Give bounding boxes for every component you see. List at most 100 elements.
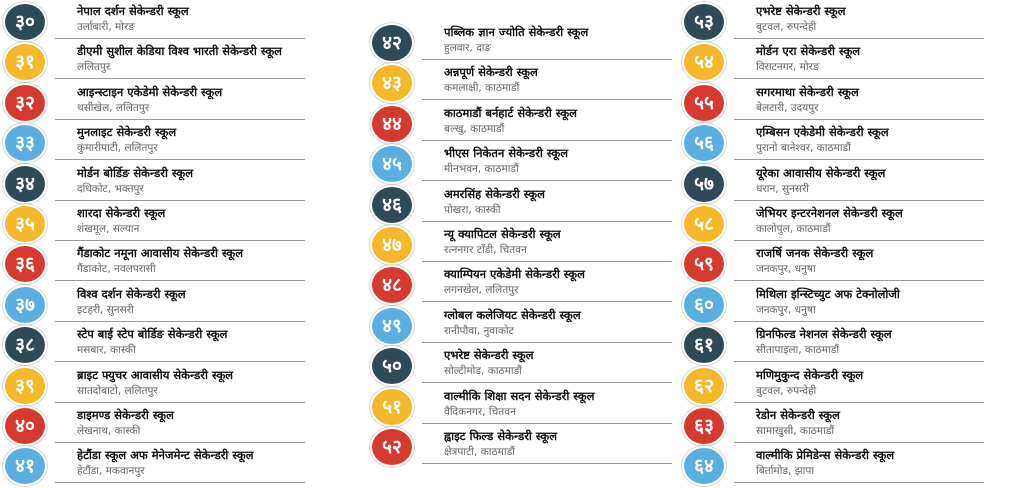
rank-badge: ४२	[370, 23, 414, 63]
school-name: क्याम्पियन एकेडेमी सेकेन्डरी स्कूल	[444, 267, 585, 282]
row-divider	[422, 261, 672, 262]
school-name: शारदा सेकेन्डरी स्कूल	[77, 206, 166, 220]
rank-badge: ६१	[682, 325, 726, 366]
row-divider	[422, 99, 672, 101]
rank-badge: ३७	[3, 284, 47, 325]
school-name: एभरेष्ट सेकेन्डरी स्कूल	[444, 348, 534, 363]
row-divider	[55, 482, 305, 484]
row-divider	[734, 78, 984, 80]
school-name: नेपाल दर्शन सेकेन्डरी स्कूल	[77, 4, 189, 18]
school-location: क्षेत्रपाटी, काठमाडौं	[444, 446, 515, 458]
school-location: रानीपौवा, नुवाकोट	[444, 324, 514, 337]
school-location: शंखमूल, सल्यान	[77, 223, 140, 235]
row-divider	[734, 240, 984, 241]
school-name: एभरेष्ट सेकेन्डरी स्कूल	[756, 4, 846, 18]
school-name: हेटौंडा स्कूल अफ मेनेजमेन्ट सेकेन्डरी स्…	[77, 448, 254, 463]
row-divider	[422, 139, 672, 141]
school-name: राजर्षि जनक सेकेन्डरी स्कूल	[756, 246, 874, 261]
school-name: डाइमण्ड सेकेन्डरी स्कूल	[77, 408, 174, 422]
row-divider	[734, 401, 984, 403]
school-location: बेलटारी, उदयपुर	[756, 101, 819, 114]
school-location: पोखरा, कास्की	[444, 203, 501, 216]
school-location: सातदोबाटो, ललितपुर	[77, 384, 158, 397]
rank-badge: ४०	[3, 406, 47, 446]
school-name: गैंडाकोट नमूना आवासीय सेकेन्डरी स्कूल	[77, 246, 244, 261]
rank-badge: ४३	[370, 63, 414, 104]
row-divider	[734, 442, 984, 443]
school-name: काठमाडौं बर्नहार्ट सेकेन्डरी स्कूल	[444, 105, 577, 120]
school-name: वाल्मीकि शिक्षा सदन सेकेन्डरी स्कूल	[444, 388, 595, 403]
school-name: पब्लिक ज्ञान ज्योति सेकेन्डरी स्कूल	[444, 25, 589, 39]
school-location: इटहरी, सुनसरी	[77, 303, 134, 316]
rank-badge: ४५	[370, 144, 414, 185]
school-name: अन्नपूर्ण सेकेन्डरी स्कूल	[444, 65, 538, 80]
rank-badge: ४८	[370, 265, 414, 306]
row-divider	[55, 199, 305, 201]
school-name: मुनलाइट सेकेन्डरी स्कूल	[77, 125, 177, 140]
row-divider	[734, 320, 984, 322]
school-location: धरान, सुनसरी	[756, 182, 810, 195]
row-divider	[734, 159, 984, 161]
rank-badge: ६३	[682, 406, 726, 446]
rank-badge: ५०	[370, 346, 414, 387]
school-location: मीनभवन, काठमाडौं	[444, 163, 519, 176]
school-location: विराटनगर, मोरङ	[756, 61, 820, 74]
school-location: बुटवल, रुपन्देही	[756, 21, 817, 33]
school-location: सीतापाइला, काठमाडौं	[756, 344, 840, 357]
school-name: मोर्डन बोर्डिङ सेकेन्डरी स्कूल	[77, 165, 194, 180]
school-name: स्टेप बाई स्टेप बोर्डिङ सेकेन्डरी स्कूल	[77, 327, 228, 342]
rank-badge: ३९	[3, 365, 47, 406]
school-location: कमलाक्षी, काठमाडौं	[444, 82, 520, 95]
rank-badge: ३३	[3, 123, 47, 164]
row-divider	[422, 301, 672, 303]
row-divider	[734, 482, 984, 484]
rank-badge: ६४	[682, 446, 726, 487]
school-location: पुरानो बानेश्वर, काठमाडौं	[756, 142, 851, 155]
row-divider	[55, 159, 305, 161]
school-name: रेडोन सेकेन्डरी स्कूल	[756, 408, 840, 422]
row-divider	[734, 199, 984, 201]
row-divider	[422, 422, 672, 424]
school-name: मोर्डन एरा सेकेन्डरी स्कूल	[756, 44, 861, 59]
rank-badge: ६०	[682, 284, 726, 325]
school-name: ब्राइट फ्युचर आवासीय सेकेन्डरी स्कूल	[77, 367, 234, 382]
school-location: मसबार, कास्की	[77, 344, 136, 357]
rank-badge: ३५	[3, 204, 47, 244]
row-divider	[734, 38, 984, 39]
row-divider	[734, 118, 984, 120]
row-divider	[55, 38, 305, 39]
school-location: दधिकोट, भक्तपुर	[77, 182, 144, 195]
school-name: विश्व दर्शन सेकेन्डरी स्कूल	[77, 286, 186, 301]
school-location: बिर्तामोड, झापा	[756, 465, 815, 478]
school-location: हुलवार, दाङ	[444, 42, 492, 54]
rank-badge: ४९	[370, 305, 414, 346]
school-name: ग्लोबल कलेजियट सेकेन्डरी स्कूल	[444, 307, 581, 322]
rank-badge: ४४	[370, 103, 414, 144]
school-name: जेभियर इन्टरनेशनल सेकेन्डरी स्कूल	[756, 206, 903, 220]
school-name: भीएस निकेतन सेकेन्डरी स्कूल	[444, 146, 568, 161]
school-name: यूरेका आवासीय सेकेन्डरी स्कूल	[756, 165, 886, 180]
school-name: मणिमुकुन्द सेकेन्डरी स्कूल	[756, 367, 864, 382]
school-location: ललितपुर	[77, 61, 111, 74]
school-name: वाल्मीकि प्रेमिडेन्स सेकेन्डरी स्कूल	[756, 448, 895, 463]
rank-badge: ४७	[370, 225, 414, 265]
school-location: हेटौंडा, मकवानपुर	[77, 465, 145, 478]
row-divider	[422, 382, 672, 384]
school-location: उर्लाबारी, मोरङ	[77, 21, 135, 33]
rank-badge: ५३	[682, 2, 726, 42]
row-divider	[55, 401, 305, 403]
rank-badge: ४१	[3, 446, 47, 487]
row-divider	[55, 280, 305, 282]
school-name: मिथिला इन्स्टिच्युट अफ टेक्नोलोजी	[756, 286, 900, 301]
school-location: सोल्टीमोड, काठमाडौं	[444, 365, 522, 378]
rank-badge: ५५	[682, 82, 726, 123]
row-divider	[422, 341, 672, 343]
rank-badge: ५१	[370, 386, 414, 427]
school-name: एम्बिसन एकेडेमी सेकेन्डरी स्कूल	[756, 125, 889, 140]
school-location: वैदिकनगर, चितवन	[444, 405, 516, 418]
rank-badge: ५९	[682, 244, 726, 285]
row-divider	[55, 118, 305, 120]
row-divider	[734, 280, 984, 282]
school-location: बुटवल, रुपन्देही	[756, 384, 817, 397]
school-location: जनकपुर, धनुषा	[756, 303, 816, 316]
